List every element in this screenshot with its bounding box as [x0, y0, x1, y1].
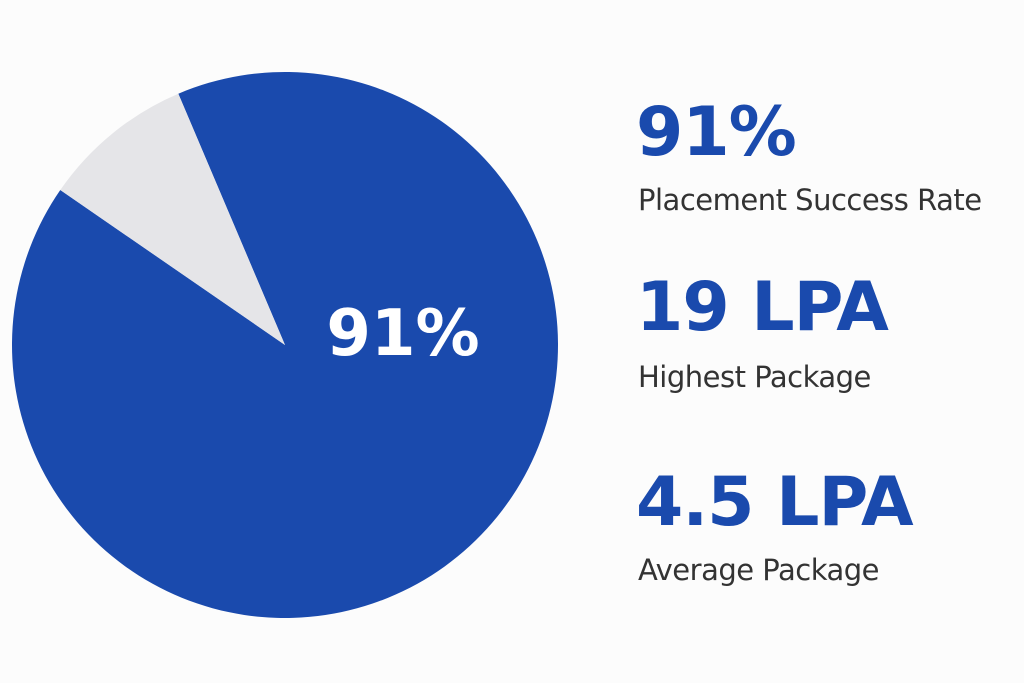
stats: 91% Placement Success Rate 19 LPA Highest P… — [636, 93, 982, 587]
stat-label: Highest Package — [638, 360, 871, 394]
pie — [11, 71, 559, 618]
pie-center-label: 91% — [326, 297, 479, 371]
stat-label: Average Package — [638, 553, 879, 587]
stat-value: 4.5 LPA — [636, 463, 914, 542]
stat-label: Placement Success Rate — [638, 183, 982, 217]
pie-slice — [60, 93, 286, 345]
stat-value: 91% — [636, 93, 796, 172]
stat-value: 19 LPA — [636, 268, 889, 347]
pie-slice — [11, 71, 559, 618]
